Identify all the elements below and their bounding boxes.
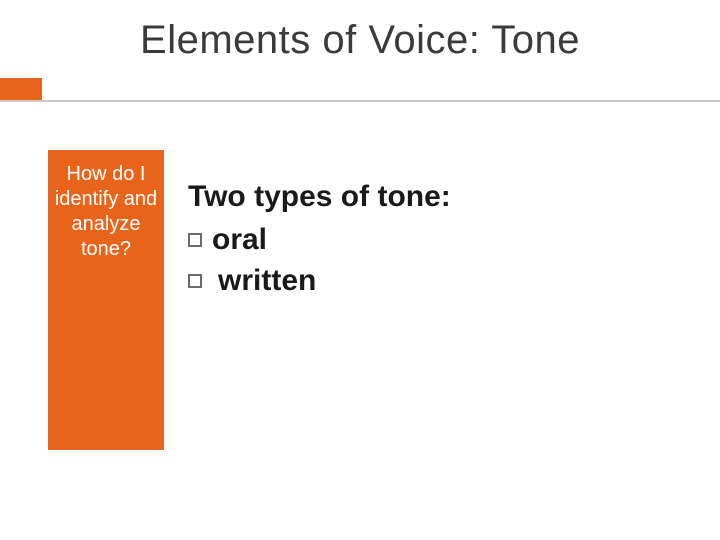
slide-title: Elements of Voice: Tone (0, 18, 720, 63)
slide: Elements of Voice: Tone How do I identif… (0, 0, 720, 540)
sidebar-panel: How do I identify and analyze tone? (48, 150, 164, 450)
content-heading: Two types of tone: (188, 180, 668, 214)
bullet-item: written (188, 261, 668, 302)
square-bullet-icon (188, 274, 202, 288)
square-bullet-icon (188, 233, 202, 247)
bullet-label: written (218, 261, 316, 302)
title-underline (0, 100, 720, 102)
bullet-label: oral (212, 220, 267, 261)
bullet-item: oral (188, 220, 668, 261)
content-area: Two types of tone: oral written (188, 180, 668, 301)
sidebar-question: How do I identify and analyze tone? (54, 162, 158, 262)
accent-bar (0, 78, 42, 100)
